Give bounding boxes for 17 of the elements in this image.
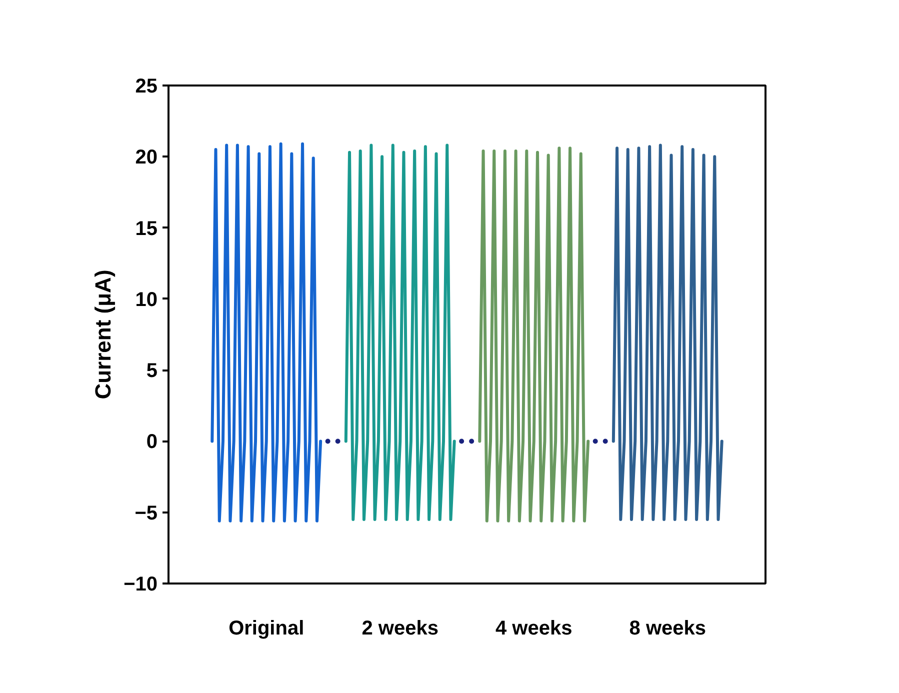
x-tick-label: 4 weeks	[496, 618, 572, 640]
line-series	[612, 144, 724, 521]
line-series	[478, 146, 590, 522]
line-series	[210, 142, 322, 522]
y-tick-label: −5	[134, 502, 158, 524]
y-tick-label: 10	[135, 288, 158, 311]
y-tick-label: 15	[135, 218, 158, 240]
y-tick-label: 0	[146, 431, 158, 454]
y-tick-label: 25	[135, 76, 158, 98]
x-tick-label: 2 weeks	[362, 618, 438, 640]
y-axis-title: Current (μA)	[90, 270, 116, 400]
line-series	[344, 144, 456, 521]
x-tick-label: Original	[228, 618, 304, 640]
y-tick-label: 20	[135, 146, 158, 169]
y-tick-label: −10	[124, 574, 158, 596]
x-tick-label: 8 weeks	[629, 618, 706, 640]
y-tick-label: 5	[146, 360, 158, 382]
